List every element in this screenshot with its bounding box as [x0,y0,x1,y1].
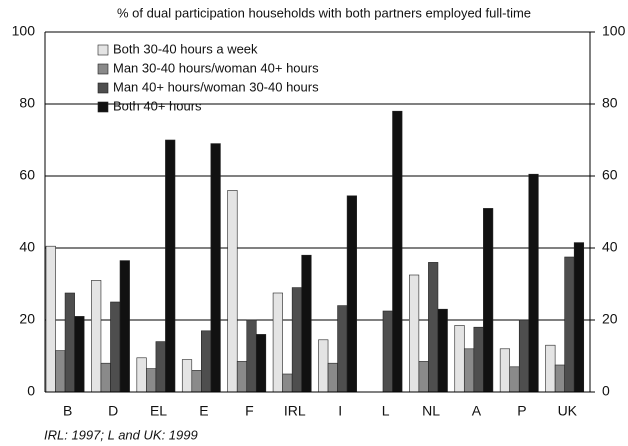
y-tick-label: 80 [19,95,35,111]
bar [346,195,357,393]
y-tick-label: 20 [19,311,35,327]
bar [473,326,484,393]
x-tick-label: L [382,403,390,419]
bar [337,305,348,393]
legend-label: Man 30-40 hours/woman 40+ hours [113,60,319,75]
bar [454,325,465,393]
bar [155,341,166,393]
y2-tick-label: 20 [602,311,618,327]
bar [100,362,111,393]
bar [564,256,575,393]
bar [74,316,85,393]
x-tick-label: P [517,403,526,419]
bar [64,292,75,393]
bar [327,362,338,393]
bar [246,319,257,393]
y2-tick-label: 100 [602,23,626,39]
x-tick-label: EL [150,403,167,419]
bar [554,364,565,393]
legend-swatch [97,44,109,56]
legend-label: Both 30-40 hours a week [113,41,258,56]
x-tick-label: D [108,403,118,419]
bar [518,319,530,393]
y-tick-label: 60 [19,167,35,183]
bar [55,350,66,393]
bar [318,339,329,393]
x-tick-label: F [245,403,254,419]
legend-swatch [97,63,109,75]
bar [409,274,420,393]
legend-label: Man 40+ hours/woman 30-40 hours [113,79,319,94]
bar [573,242,585,393]
bar [136,357,147,393]
bar [282,373,293,393]
bar [392,110,403,393]
bar [301,254,312,393]
bar [463,348,475,393]
bar [181,359,193,393]
y2-tick-label: 80 [602,95,618,111]
bar [418,361,429,393]
bar [119,260,130,393]
bar [201,330,212,393]
bar [291,287,302,393]
bar [528,173,539,393]
bar [509,366,520,393]
y2-tick-label: 40 [602,239,618,255]
y-tick-label: 40 [19,239,35,255]
x-tick-label: IRL [284,403,306,419]
x-tick-label: A [472,403,482,419]
bar [545,344,556,393]
x-tick-label: E [199,403,208,419]
bar [255,334,267,393]
footnote: IRL: 1997; L and UK: 1999 [44,427,198,442]
legend-swatch [97,101,109,113]
y2-tick-label: 60 [602,167,618,183]
bar [110,301,121,393]
bar [227,190,238,393]
y2-tick-label: 0 [602,383,610,399]
bar [499,348,511,393]
bar [272,292,283,393]
y-tick-label: 0 [27,383,35,399]
bar [428,262,439,393]
bar [191,370,202,393]
bar [483,208,494,393]
bar [165,139,176,393]
y-tick-label: 100 [12,23,36,39]
x-tick-label: B [63,403,72,419]
bar [437,308,448,393]
bar [91,280,102,393]
bar [382,310,393,393]
legend-label: Both 40+ hours [113,98,202,113]
legend-swatch [97,82,109,94]
x-tick-label: NL [422,403,440,419]
chart-title: % of dual participation households with … [117,5,531,20]
x-tick-label: I [338,403,342,419]
bar [236,361,248,393]
bar [210,143,221,393]
bar [45,245,56,393]
bar [146,368,157,393]
x-tick-label: UK [558,403,578,419]
